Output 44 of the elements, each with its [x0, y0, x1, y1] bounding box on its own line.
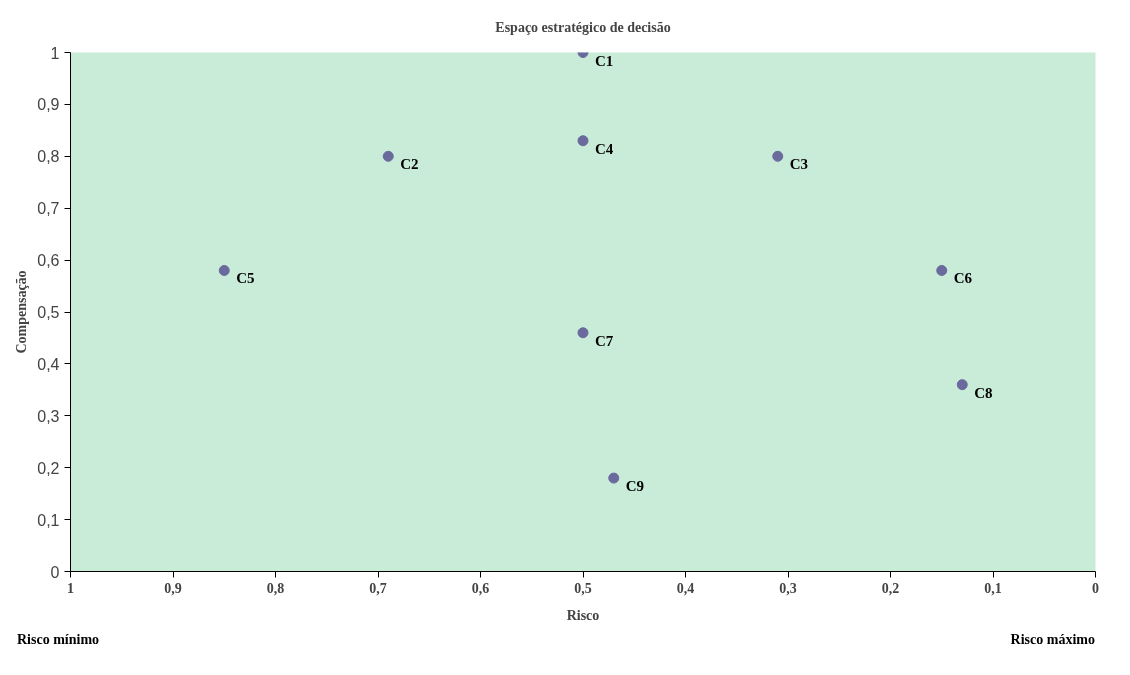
y-tick-label: 0,4: [37, 355, 60, 373]
y-tick-label: 0,8: [37, 148, 60, 166]
series-label: C2: [400, 156, 419, 173]
x-tick-label: 0,1: [984, 580, 1002, 596]
x-tick-label: 0,2: [881, 580, 900, 596]
y-tick-label: 0: [50, 563, 60, 581]
point: [577, 135, 589, 147]
y-tick-label: 0,6: [37, 252, 60, 270]
x-axis-title: Risco: [566, 607, 600, 623]
x-tick-label: 0,7: [369, 580, 387, 596]
point: [218, 264, 230, 276]
y-tick-label: 0,2: [37, 459, 60, 477]
point: [956, 379, 968, 391]
point: [772, 150, 784, 162]
point: [382, 150, 394, 162]
x-tick-label: 0,6: [471, 580, 490, 596]
series-label: C8: [974, 384, 993, 401]
point: [577, 327, 589, 339]
text: Risco máximo: [1010, 631, 1095, 649]
series-label: C1: [595, 52, 614, 69]
x-tick-label: 0,8: [266, 580, 285, 596]
text: Risco mínimo: [17, 631, 100, 649]
series-label: C9: [625, 478, 645, 495]
y-tick-label: 1: [50, 44, 60, 62]
y-axis-title: Compensação: [14, 270, 30, 354]
x-tick-label: 0,4: [676, 580, 695, 596]
x-tick-label: 0: [1092, 580, 1099, 596]
point: [936, 264, 948, 276]
x-tick-label: 1: [67, 580, 74, 596]
y-tick-label: 0,3: [37, 407, 60, 425]
y-tick-label: 0,7: [37, 200, 60, 218]
series-label: C7: [595, 332, 614, 349]
y-tick-label: 0,1: [37, 511, 60, 529]
series-label: C4: [595, 140, 614, 157]
y-tick-label: 0,9: [37, 96, 60, 114]
series-label: C5: [236, 270, 255, 287]
x-tick-label: 0,3: [779, 580, 797, 596]
x-tick-label: 0,9: [164, 580, 182, 596]
x-tick-label: 0,5: [574, 580, 592, 596]
y-tick-label: 0,5: [37, 304, 60, 321]
chart-title: Espaço estratégico de decisão: [495, 20, 671, 35]
point: [608, 472, 620, 484]
series-label: C3: [789, 156, 809, 173]
series-label: C6: [953, 270, 973, 287]
